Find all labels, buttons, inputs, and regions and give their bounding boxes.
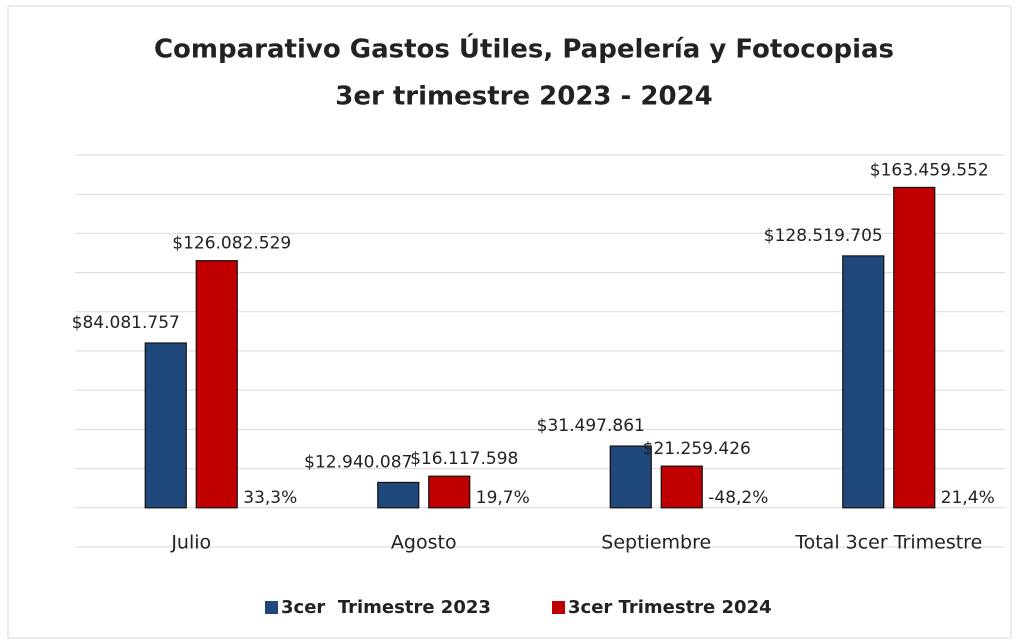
data-label: $126.082.529 — [172, 234, 291, 254]
data-label: $16.117.598 — [410, 449, 518, 469]
bar — [144, 342, 187, 509]
legend-swatch — [265, 601, 278, 614]
data-label: $12.940.087 — [304, 452, 412, 472]
change-label: 21,4% — [941, 488, 995, 508]
data-label: $84.081.757 — [72, 313, 180, 333]
x-tick-label: Agosto — [391, 532, 457, 554]
data-label: $128.519.705 — [764, 226, 883, 246]
chart-title: Comparativo Gastos Útiles, Papelería y F… — [154, 33, 894, 65]
chart-frame — [7, 5, 1012, 639]
change-label: -48,2% — [708, 488, 768, 508]
legend-label: 3cer Trimestre 2024 — [568, 597, 772, 618]
legend-swatch — [552, 601, 565, 614]
change-label: 33,3% — [243, 488, 297, 508]
bar — [842, 255, 885, 509]
x-tick-label: Total 3cer Trimestre — [794, 532, 982, 554]
data-label: $21.259.426 — [643, 439, 751, 459]
bar — [377, 481, 420, 509]
bar — [428, 475, 471, 509]
x-tick-label: Septiembre — [601, 532, 711, 554]
x-tick-label: Julio — [170, 532, 211, 554]
bar — [195, 260, 238, 509]
chart-subtitle: 3er trimestre 2023 - 2024 — [335, 82, 713, 112]
change-label: 19,7% — [476, 488, 530, 508]
legend-label: 3cer Trimestre 2023 — [281, 597, 491, 618]
data-label: $163.459.552 — [870, 160, 989, 180]
bar — [660, 465, 703, 509]
bar — [609, 445, 652, 509]
bar — [893, 186, 936, 509]
data-label: $31.497.861 — [537, 416, 645, 436]
